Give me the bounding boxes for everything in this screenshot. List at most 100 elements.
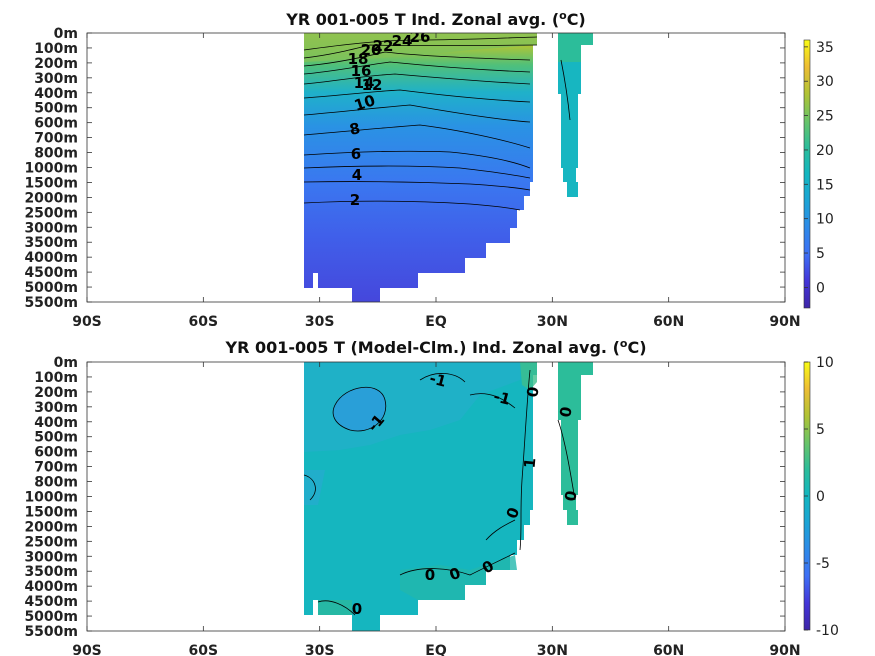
- x-tick-label: EQ: [425, 643, 447, 656]
- y-tick-label: 300m: [34, 71, 78, 87]
- x-tick-label: 60S: [189, 643, 219, 656]
- y-tick-label: 3500m: [24, 564, 78, 580]
- y-tick-label: 4000m: [24, 579, 78, 595]
- y-tick-label: 2000m: [24, 190, 78, 206]
- bottom-colorbar: 10 5 0 -5 -10: [803, 355, 839, 639]
- contour-label-0-h: 0: [352, 600, 362, 618]
- y-tick-label: 800m: [34, 475, 78, 491]
- bottom-y-axis: 0m100m200m300m400m500m600m700m800m1000m1…: [24, 355, 785, 640]
- y-tick-label: 2500m: [24, 205, 78, 221]
- contour-label-neg1-a: -1: [428, 369, 449, 391]
- y-tick-label: 300m: [34, 400, 78, 416]
- y-tick-label: 500m: [34, 101, 78, 117]
- y-tick-label: 700m: [34, 460, 78, 476]
- x-tick-label: 30N: [537, 314, 568, 330]
- contour-label-neg1-b: -1: [492, 387, 513, 409]
- colorbar-tick-label: 20: [816, 143, 834, 159]
- colorbar-tick-label: 5: [816, 246, 825, 262]
- colorbar-tick-label: 15: [816, 177, 834, 193]
- x-tick-label: 30N: [537, 643, 568, 656]
- bottom-x-axis: 90S 60S 30S EQ 30N 60N 90N: [72, 362, 801, 656]
- x-tick-label: 90S: [72, 643, 102, 656]
- y-tick-label: 100m: [34, 370, 78, 386]
- x-tick-label: 90S: [72, 314, 102, 330]
- top-y-axis: 0m100m200m300m400m500m600m700m800m1000m1…: [24, 26, 785, 311]
- y-tick-label: 4500m: [24, 265, 78, 281]
- contour-label-10: 10: [352, 91, 377, 115]
- contour-label-18: 18: [348, 50, 369, 68]
- colorbar-tick-label: 10: [816, 355, 834, 371]
- contour-label-0-b: 0: [556, 405, 576, 418]
- y-tick-label: 600m: [34, 116, 78, 132]
- contour-label-26: 26: [410, 28, 431, 46]
- contour-label-0-a: 0: [523, 385, 543, 398]
- y-tick-label: 5500m: [24, 624, 78, 640]
- contour-label-24: 24: [392, 32, 413, 50]
- colorbar-tick-label: -5: [816, 556, 830, 572]
- y-tick-label: 3500m: [24, 235, 78, 251]
- y-tick-label: 100m: [34, 41, 78, 57]
- contour-label-6: 6: [351, 145, 361, 163]
- y-tick-label: 200m: [34, 385, 78, 401]
- y-tick-label: 2500m: [24, 534, 78, 550]
- x-tick-label: 30S: [305, 314, 335, 330]
- y-tick-label: 5000m: [24, 609, 78, 625]
- top-x-axis: 90S 60S 30S EQ 30N 60N 90N: [72, 33, 801, 330]
- x-tick-label: 60N: [653, 643, 684, 656]
- top-panel: YR 001-005 T Ind. Zonal avg. (oC): [24, 9, 833, 330]
- contour-label-20: 20: [361, 41, 382, 59]
- top-colorbar: 35 30 25 20 15 10 5 0: [803, 39, 834, 309]
- y-tick-label: 400m: [34, 86, 78, 102]
- y-tick-label: 1000m: [24, 490, 78, 506]
- x-tick-label: 60N: [653, 314, 684, 330]
- top-contours: [303, 36, 571, 211]
- bottom-title: YR 001-005 T (Model-Clm.) Ind. Zonal avg…: [224, 337, 646, 357]
- top-contour-labels: 26 24 22 20 18 16 14 12 10 8 6 4 2: [348, 28, 431, 209]
- colorbar-tick-label: 10: [816, 212, 834, 228]
- contour-label-2: 2: [350, 191, 360, 209]
- y-tick-label: 0m: [54, 355, 78, 371]
- y-tick-label: 3000m: [24, 549, 78, 565]
- contour-label-8: 8: [348, 119, 362, 139]
- y-tick-label: 4000m: [24, 250, 78, 266]
- x-tick-label: 60S: [189, 314, 219, 330]
- y-tick-label: 3000m: [24, 220, 78, 236]
- y-tick-label: 200m: [34, 56, 78, 72]
- colorbar-tick-label: 25: [816, 109, 834, 125]
- y-tick-label: 600m: [34, 445, 78, 461]
- contour-label-22: 22: [373, 37, 394, 55]
- colorbar-tick-label: 0: [816, 280, 825, 296]
- y-tick-label: 700m: [34, 131, 78, 147]
- top-colorbar-bar: [803, 39, 811, 309]
- y-tick-label: 1500m: [24, 175, 78, 191]
- top-field: 26 24 22 20 18 16 14 12 10 8 6 4 2: [303, 28, 593, 302]
- y-tick-label: 400m: [34, 415, 78, 431]
- contour-label-1: 1: [521, 457, 540, 469]
- contour-label-14: 14: [354, 74, 375, 92]
- contour-label-4: 4: [352, 166, 362, 184]
- x-tick-label: 30S: [305, 643, 335, 656]
- y-tick-label: 5000m: [24, 280, 78, 296]
- y-tick-label: 2000m: [24, 519, 78, 535]
- colorbar-tick-label: -10: [816, 623, 839, 639]
- x-tick-label: EQ: [425, 314, 447, 330]
- colorbar-tick-label: 30: [816, 74, 834, 90]
- colorbar-tick-label: 0: [816, 489, 825, 505]
- y-tick-label: 1000m: [24, 161, 78, 177]
- contour-label-16: 16: [351, 62, 372, 80]
- y-tick-label: 500m: [34, 430, 78, 446]
- y-tick-label: 1500m: [24, 504, 78, 520]
- contour-label-0-e: 0: [425, 566, 435, 584]
- y-tick-label: 5500m: [24, 295, 78, 311]
- bottom-field: -1 -1 -1 0 0 1 0 0 0 0 0 0: [303, 362, 593, 631]
- colorbar-tick-label: 35: [816, 40, 834, 56]
- bottom-panel: YR 001-005 T (Model-Clm.) Ind. Zonal avg…: [24, 337, 838, 656]
- colorbar-tick-label: 5: [816, 422, 825, 438]
- y-tick-label: 4500m: [24, 594, 78, 610]
- x-tick-label: 90N: [769, 314, 800, 330]
- y-tick-label: 0m: [54, 26, 78, 42]
- x-tick-label: 90N: [769, 643, 800, 656]
- bottom-contours: [303, 369, 576, 616]
- contour-label-0-c: 0: [561, 489, 581, 502]
